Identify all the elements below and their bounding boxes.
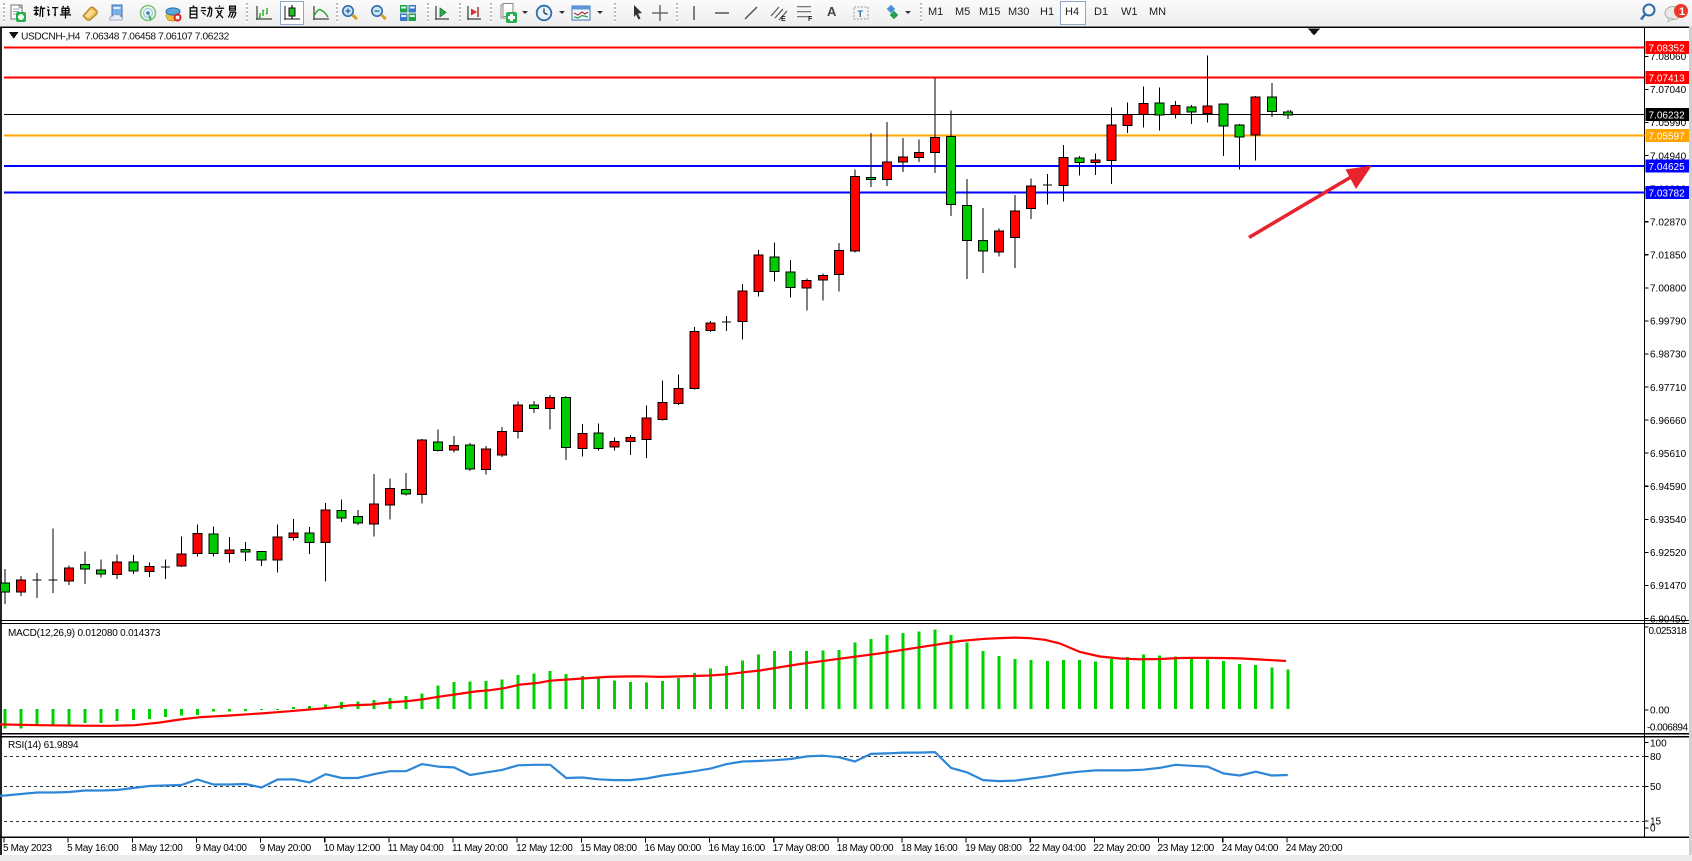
svg-text:USDCNH-,H4 7.06348 7.06458 7.: USDCNH-,H4 7.06348 7.06458 7.06107 7.062…	[21, 32, 230, 43]
svg-text:7.02870: 7.02870	[1650, 217, 1687, 228]
svg-text:6.92520: 6.92520	[1650, 548, 1687, 559]
svg-text:11 May 20:00: 11 May 20:00	[452, 843, 508, 854]
svg-text:6.97710: 6.97710	[1650, 383, 1687, 394]
svg-text:7.08060: 7.08060	[1650, 52, 1687, 63]
svg-text:18 May 00:00: 18 May 00:00	[837, 843, 894, 854]
svg-text:7.08352: 7.08352	[1649, 43, 1686, 54]
svg-text:MACD(12,26,9) 0.012080 0.01437: MACD(12,26,9) 0.012080 0.014373	[8, 628, 161, 639]
svg-text:0.025318: 0.025318	[1649, 626, 1688, 637]
svg-text:50: 50	[1650, 782, 1662, 793]
svg-text:100: 100	[1650, 738, 1667, 749]
svg-text:10 May 12:00: 10 May 12:00	[324, 843, 381, 854]
svg-text:18 May 16:00: 18 May 16:00	[901, 843, 958, 854]
svg-text:24 May 04:00: 24 May 04:00	[1222, 843, 1279, 854]
svg-text:9 May 04:00: 9 May 04:00	[195, 843, 247, 854]
svg-text:7.05990: 7.05990	[1650, 118, 1687, 129]
svg-text:0: 0	[1650, 824, 1656, 835]
svg-text:16 May 16:00: 16 May 16:00	[709, 843, 766, 854]
svg-text:17 May 08:00: 17 May 08:00	[773, 843, 830, 854]
svg-text:6.95610: 6.95610	[1650, 449, 1687, 460]
svg-text:6.99790: 6.99790	[1650, 317, 1687, 328]
svg-text:5 May 16:00: 5 May 16:00	[67, 843, 119, 854]
svg-text:19 May 08:00: 19 May 08:00	[965, 843, 1022, 854]
svg-text:6.93540: 6.93540	[1650, 515, 1687, 526]
svg-text:0.00: 0.00	[1650, 706, 1670, 717]
svg-text:6.94590: 6.94590	[1650, 482, 1687, 493]
svg-text:-0.006894: -0.006894	[1647, 723, 1688, 734]
svg-text:22 May 20:00: 22 May 20:00	[1093, 843, 1150, 854]
svg-text:F: F	[808, 16, 813, 22]
svg-text:23 May 12:00: 23 May 12:00	[1158, 843, 1215, 854]
svg-text:7.07413: 7.07413	[1649, 73, 1686, 84]
svg-text:8 May 12:00: 8 May 12:00	[131, 843, 183, 854]
svg-text:9 May 20:00: 9 May 20:00	[260, 843, 312, 854]
svg-text:RSI(14) 61.9894: RSI(14) 61.9894	[8, 740, 79, 751]
svg-text:15: 15	[1650, 817, 1662, 828]
svg-text:T: T	[858, 9, 864, 19]
svg-text:6.91470: 6.91470	[1650, 581, 1687, 592]
svg-text:16 May 00:00: 16 May 00:00	[644, 843, 701, 854]
svg-text:6.90450: 6.90450	[1650, 614, 1687, 625]
svg-text:12 May 12:00: 12 May 12:00	[516, 843, 573, 854]
svg-text:24 May 20:00: 24 May 20:00	[1286, 843, 1343, 854]
svg-text:22 May 04:00: 22 May 04:00	[1029, 843, 1086, 854]
svg-text:7.01850: 7.01850	[1650, 251, 1687, 262]
svg-text:80: 80	[1650, 752, 1662, 763]
svg-text:7.04625: 7.04625	[1649, 162, 1686, 173]
svg-text:7.05597: 7.05597	[1649, 131, 1686, 142]
svg-text:15 May 08:00: 15 May 08:00	[580, 843, 637, 854]
svg-text:5 May 2023: 5 May 2023	[3, 843, 53, 854]
svg-text:7.04940: 7.04940	[1650, 151, 1687, 162]
svg-text:7.07040: 7.07040	[1650, 85, 1687, 96]
svg-text:6.98730: 6.98730	[1650, 350, 1687, 361]
svg-text:6.96660: 6.96660	[1650, 416, 1687, 427]
svg-text:7.00800: 7.00800	[1650, 284, 1687, 295]
svg-text:7.03782: 7.03782	[1649, 188, 1686, 199]
svg-text:11 May 04:00: 11 May 04:00	[388, 843, 444, 854]
svg-text:E: E	[781, 16, 786, 22]
svg-text:7.06232: 7.06232	[1649, 111, 1686, 122]
svg-text:1: 1	[1679, 6, 1685, 18]
